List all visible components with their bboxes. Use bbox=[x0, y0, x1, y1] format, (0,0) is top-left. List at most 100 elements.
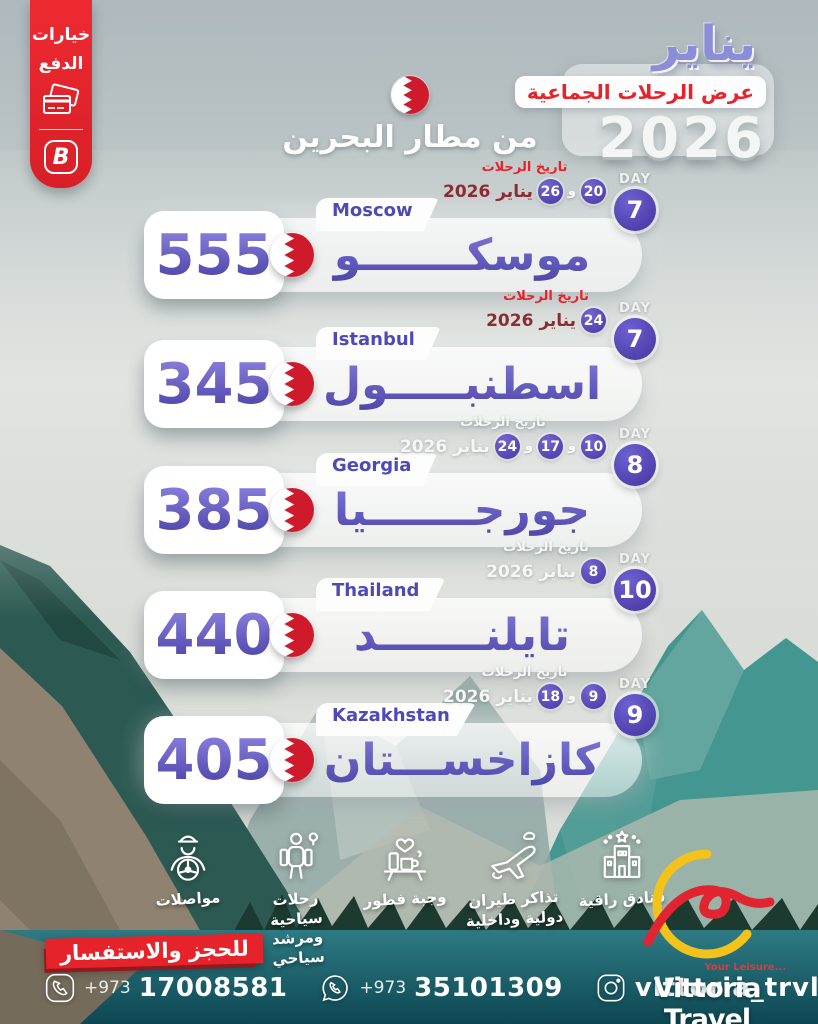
price-card: 385 bbox=[144, 466, 284, 554]
date-separator: و bbox=[567, 689, 576, 704]
duration-badge: DAY 10 bbox=[612, 552, 658, 611]
offer-month: يناير bbox=[652, 16, 756, 72]
phone-icon bbox=[45, 973, 75, 1003]
feature-breakfast: وجبة فطور bbox=[355, 828, 455, 968]
bahrain-flag-icon bbox=[270, 738, 314, 782]
trip-dates: تاريخ الرحلات 10 و 17 و 24 يناير 2026 bbox=[400, 415, 606, 459]
duration-badge: DAY 9 bbox=[612, 677, 658, 736]
trip-dates-line: 8 يناير 2026 bbox=[486, 559, 606, 584]
trip-dates: تاريخ الرحلات 8 يناير 2026 bbox=[486, 540, 606, 584]
origin-block: من مطار البحرين bbox=[270, 76, 550, 155]
city-tag-en: Thailand bbox=[316, 578, 446, 611]
whatsapp-number: 35101309 bbox=[414, 973, 563, 1003]
day-count: 9 bbox=[614, 694, 656, 736]
city-name-ar: موسكـــــــو bbox=[298, 218, 626, 292]
trip-dates-label: تاريخ الرحلات bbox=[481, 160, 568, 175]
destination-row-moscow: تاريخ الرحلات 20 و 26 يناير 2026 DAY 7 M… bbox=[144, 160, 656, 299]
date-month-year: يناير 2026 bbox=[486, 310, 576, 331]
payment-options-label-2: الدفع bbox=[38, 53, 84, 74]
vittoria-logo bbox=[643, 849, 775, 959]
whatsapp-code: +973 bbox=[359, 978, 407, 998]
price-value: 555 bbox=[155, 222, 273, 288]
city-name-ar: تايلنـــــــد bbox=[298, 598, 626, 672]
city-tag-en: Istanbul bbox=[316, 327, 441, 360]
trip-dates-label: تاريخ الرحلات bbox=[503, 540, 589, 555]
date-chip: 8 bbox=[581, 559, 606, 584]
day-count: 8 bbox=[614, 444, 656, 486]
day-count: 7 bbox=[614, 189, 656, 231]
hotel-icon bbox=[603, 830, 641, 879]
offer-title: عرض الرحلات الجماعية bbox=[514, 76, 766, 108]
feature-tours-guide: رحلات سياحية ومرشد سياحي bbox=[247, 828, 347, 968]
instagram-icon bbox=[597, 974, 625, 1002]
destination-row-georgia: تاريخ الرحلات 10 و 17 و 24 يناير 2026 DA… bbox=[144, 415, 656, 554]
day-label: DAY bbox=[618, 172, 652, 187]
trip-dates-line: 20 و 26 يناير 2026 bbox=[443, 179, 606, 204]
date-chip: 10 bbox=[581, 434, 606, 459]
benefitpay-letter: B bbox=[52, 144, 70, 170]
duration-badge: DAY 8 bbox=[612, 427, 658, 486]
price-value: 405 bbox=[155, 727, 273, 793]
ribbon-divider bbox=[39, 129, 83, 130]
date-chip: 24 bbox=[494, 434, 520, 459]
trip-dates-label: تاريخ الرحلات bbox=[481, 665, 568, 680]
brand-name-en: Vittoria Travel bbox=[653, 973, 762, 1024]
bahrain-flag-icon bbox=[270, 613, 314, 657]
price-value: 385 bbox=[155, 477, 273, 543]
price-card: 440 bbox=[144, 591, 284, 679]
price-card: 555 bbox=[144, 211, 284, 299]
date-chip: 17 bbox=[537, 434, 563, 459]
trip-dates-label: تاريخ الرحلات bbox=[503, 289, 589, 304]
price-card: 405 bbox=[144, 716, 284, 804]
trip-dates: تاريخ الرحلات 24 يناير 2026 bbox=[486, 289, 606, 333]
phone-contact[interactable]: +973 17008581 bbox=[44, 972, 287, 1004]
plane-icon bbox=[490, 831, 536, 880]
payment-options-label-1: خيارات bbox=[31, 24, 91, 45]
feature-label: وجبة فطور bbox=[363, 887, 447, 911]
whatsapp-contact[interactable]: +973 35101309 bbox=[319, 972, 562, 1004]
day-label: DAY bbox=[618, 677, 652, 692]
instagram-contact[interactable]: vittoria_trvl bbox=[595, 972, 818, 1004]
trip-dates: تاريخ الرحلات 20 و 26 يناير 2026 bbox=[443, 160, 606, 204]
bahrain-flag-icon bbox=[270, 488, 314, 532]
date-chip: 26 bbox=[537, 179, 563, 204]
destination-row-thailand: تاريخ الرحلات 8 يناير 2026 DAY 10 Thaila… bbox=[144, 540, 656, 679]
date-separator: و bbox=[567, 184, 576, 199]
feature-hotels: فنادق راقية bbox=[572, 828, 672, 968]
destination-row-kazakhstan: تاريخ الرحلات 9 و 18 يناير 2026 DAY 9 Ka… bbox=[144, 665, 656, 804]
date-month-year: يناير 2026 bbox=[486, 561, 576, 582]
brand-tagline: Your Leisure... bbox=[704, 962, 787, 973]
price-card: 345 bbox=[144, 340, 284, 428]
benefitpay-logo: B bbox=[44, 140, 78, 174]
day-count: 10 bbox=[614, 569, 656, 611]
date-month-year: يناير 2026 bbox=[399, 436, 490, 457]
trip-dates-line: 10 و 17 و 24 يناير 2026 bbox=[400, 434, 606, 459]
date-separator: و bbox=[524, 439, 533, 454]
breakfast-icon bbox=[383, 838, 427, 881]
date-month-year: يناير 2026 bbox=[442, 181, 533, 202]
offer-year: 2026 bbox=[598, 106, 766, 171]
trip-dates: تاريخ الرحلات 9 و 18 يناير 2026 bbox=[443, 665, 606, 709]
date-chip: 24 bbox=[581, 308, 606, 333]
date-chip: 18 bbox=[537, 684, 563, 709]
feature-flight-tickets: تذاكر طيران دولية وداخلية bbox=[464, 828, 564, 968]
trip-dates-line: 9 و 18 يناير 2026 bbox=[443, 684, 606, 709]
day-label: DAY bbox=[618, 552, 652, 567]
trip-dates-label: تاريخ الرحلات bbox=[460, 415, 546, 430]
city-tag-en: Kazakhstan bbox=[316, 703, 476, 736]
price-value: 345 bbox=[155, 351, 273, 417]
date-chip: 9 bbox=[581, 684, 606, 709]
phone-code: +973 bbox=[84, 978, 131, 998]
date-chip: 20 bbox=[581, 179, 606, 204]
day-label: DAY bbox=[618, 301, 652, 316]
bahrain-flag-icon bbox=[270, 233, 314, 277]
bahrain-flag-icon bbox=[391, 76, 429, 114]
credit-cards-icon bbox=[43, 83, 80, 114]
duration-badge: DAY 7 bbox=[612, 301, 658, 360]
duration-badge: DAY 7 bbox=[612, 172, 658, 231]
price-value: 440 bbox=[155, 602, 273, 668]
destination-row-istanbul: تاريخ الرحلات 24 يناير 2026 DAY 7 Istanb… bbox=[144, 289, 656, 428]
brand-block: Your Leisure... Vittoria Travel فيتوريا … bbox=[622, 846, 792, 1024]
day-count: 7 bbox=[614, 318, 656, 360]
